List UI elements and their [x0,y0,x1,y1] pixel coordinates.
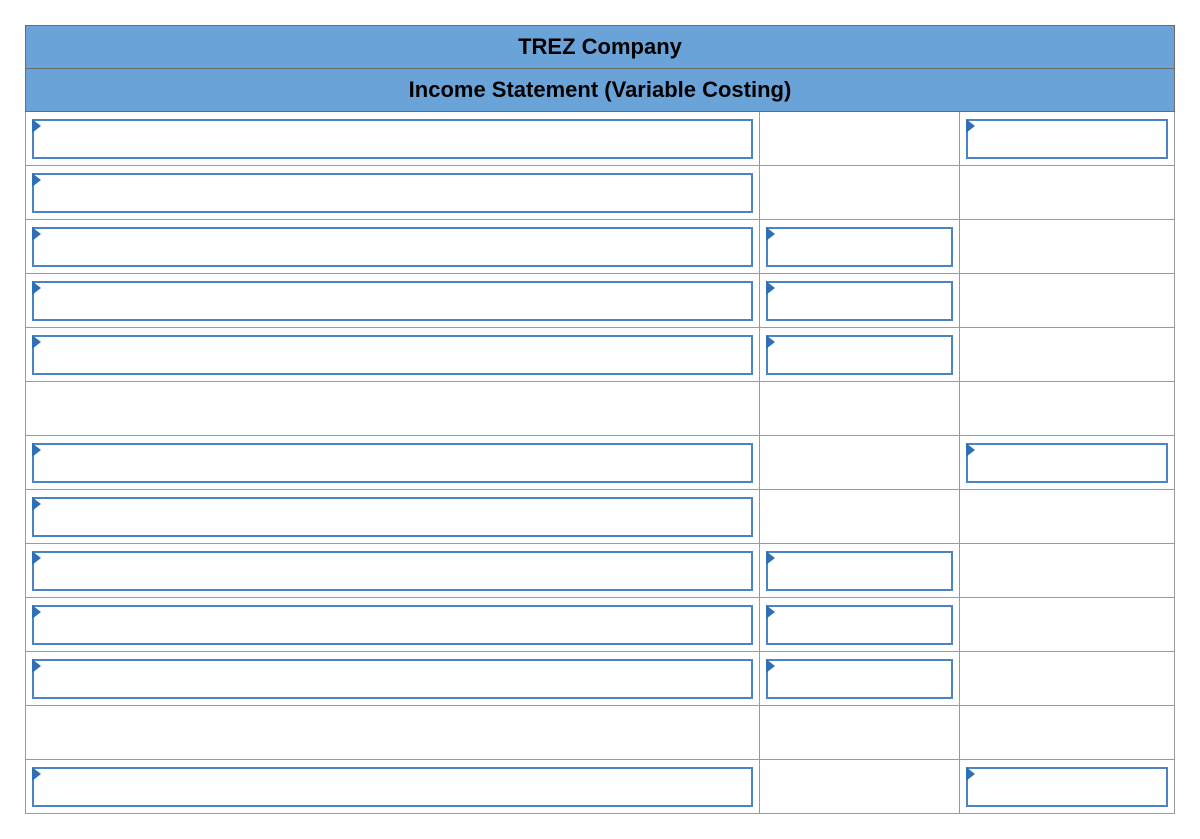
table-row [26,328,1175,382]
table-row [26,706,1175,760]
row-5-col-b-cell [960,382,1175,436]
table-row [26,652,1175,706]
row-0-desc-dropdown[interactable] [32,119,753,159]
row-9-desc-dropdown[interactable] [32,605,753,645]
row-4-col-a-cell [760,328,960,382]
row-0-col-a-cell [760,112,960,166]
row-2-col-a-cell [760,220,960,274]
row-7-desc-cell [26,490,760,544]
row-8-desc-cell [26,544,760,598]
row-0-col-b-cell [960,112,1175,166]
row-0-col-b-dropdown[interactable] [966,119,1168,159]
row-11-col-a-cell [760,706,960,760]
row-12-col-a-cell [760,760,960,814]
company-name-header: TREZ Company [26,26,1175,69]
row-1-desc-cell [26,166,760,220]
row-2-col-b-cell [960,220,1175,274]
statement-title-header: Income Statement (Variable Costing) [26,69,1175,112]
row-10-col-b-cell [960,652,1175,706]
table-row [26,220,1175,274]
row-0-desc-cell [26,112,760,166]
row-3-col-b-cell [960,274,1175,328]
row-6-desc-dropdown[interactable] [32,443,753,483]
row-9-col-a-cell [760,598,960,652]
row-2-col-a-dropdown[interactable] [766,227,953,267]
row-2-desc-dropdown[interactable] [32,227,753,267]
row-5-col-a-cell [760,382,960,436]
table-row [26,598,1175,652]
row-4-col-a-dropdown[interactable] [766,335,953,375]
row-3-desc-dropdown[interactable] [32,281,753,321]
table-row [26,382,1175,436]
income-statement-table: TREZ Company Income Statement (Variable … [25,25,1175,814]
row-11-col-b-cell [960,706,1175,760]
row-4-col-b-cell [960,328,1175,382]
row-8-col-a-cell [760,544,960,598]
row-4-desc-dropdown[interactable] [32,335,753,375]
table-row [26,544,1175,598]
row-3-desc-cell [26,274,760,328]
row-8-col-a-dropdown[interactable] [766,551,953,591]
row-8-col-b-cell [960,544,1175,598]
row-5-desc-cell [26,382,760,436]
row-10-col-a-dropdown[interactable] [766,659,953,699]
row-3-col-a-dropdown[interactable] [766,281,953,321]
table-row [26,112,1175,166]
row-9-desc-cell [26,598,760,652]
table-row [26,274,1175,328]
row-7-col-b-cell [960,490,1175,544]
table-row [26,760,1175,814]
row-1-col-a-cell [760,166,960,220]
row-1-col-b-cell [960,166,1175,220]
row-2-desc-cell [26,220,760,274]
row-12-col-b-dropdown[interactable] [966,767,1168,807]
row-10-desc-dropdown[interactable] [32,659,753,699]
row-11-desc-cell [26,706,760,760]
row-6-col-b-dropdown[interactable] [966,443,1168,483]
row-7-col-a-cell [760,490,960,544]
row-3-col-a-cell [760,274,960,328]
table-row [26,490,1175,544]
row-6-desc-cell [26,436,760,490]
row-10-col-a-cell [760,652,960,706]
row-9-col-a-dropdown[interactable] [766,605,953,645]
row-1-desc-dropdown[interactable] [32,173,753,213]
row-12-col-b-cell [960,760,1175,814]
row-4-desc-cell [26,328,760,382]
row-6-col-a-cell [760,436,960,490]
table-row [26,436,1175,490]
row-8-desc-dropdown[interactable] [32,551,753,591]
row-10-desc-cell [26,652,760,706]
row-6-col-b-cell [960,436,1175,490]
row-12-desc-cell [26,760,760,814]
table-row [26,166,1175,220]
row-7-desc-dropdown[interactable] [32,497,753,537]
row-12-desc-dropdown[interactable] [32,767,753,807]
row-9-col-b-cell [960,598,1175,652]
